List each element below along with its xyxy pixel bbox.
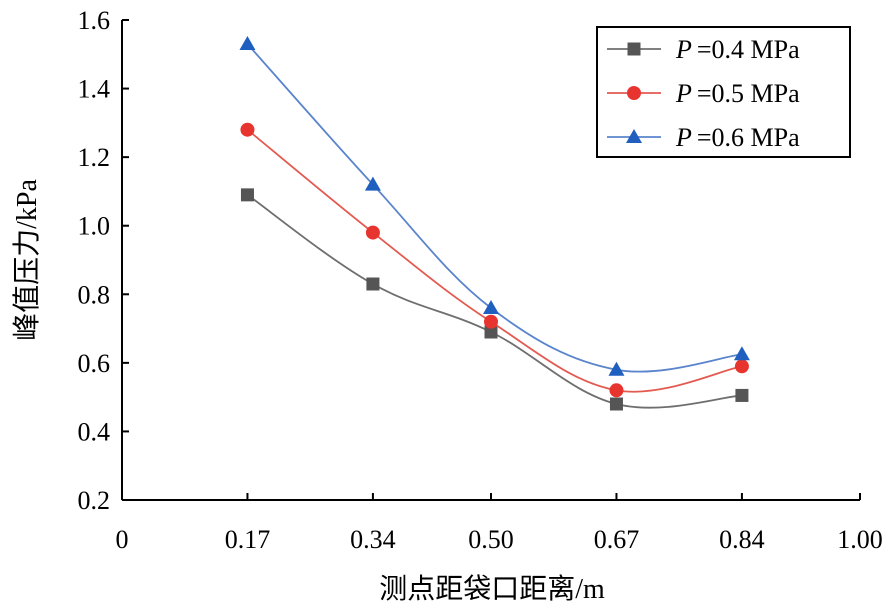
series-3 <box>239 36 750 376</box>
data-point <box>240 188 254 202</box>
y-tick-label: 1.6 <box>78 6 111 35</box>
legend-marker <box>627 42 641 56</box>
y-tick-label: 0.4 <box>78 417 111 446</box>
series-line <box>246 194 742 409</box>
tick-labels: 0.2 0.4 0.6 0.8 1.0 1.2 1.4 1.6 0 0.17 0.34 0.50 0.6… <box>78 6 883 554</box>
y-tick-label: 1.2 <box>78 143 111 172</box>
series-line <box>246 129 743 393</box>
data-point <box>366 277 380 291</box>
y-tick-label: 1.0 <box>78 212 111 241</box>
y-tick-label: 0.6 <box>78 349 111 378</box>
series-2 <box>240 122 749 398</box>
data-point <box>734 359 749 374</box>
x-tick-label: 0.67 <box>594 525 640 554</box>
x-axis-title: 测点距袋口距离/m <box>379 573 605 605</box>
y-tick-label: 0.2 <box>78 486 111 515</box>
legend-label: P =0.4 MPa <box>675 35 800 64</box>
x-tick-label: 0 <box>116 525 129 554</box>
data-point <box>240 122 255 137</box>
y-tick-label: 1.4 <box>78 75 111 104</box>
data-point <box>609 397 623 411</box>
axes <box>121 19 861 501</box>
data-point <box>483 300 499 314</box>
data-point <box>484 325 498 339</box>
legend-marker <box>626 129 642 143</box>
y-tick-label: 0.8 <box>78 280 111 309</box>
data-point <box>484 314 498 329</box>
data-point <box>735 388 749 402</box>
legend-label: P =0.5 MPa <box>675 79 800 108</box>
data-point <box>239 36 256 50</box>
x-tick-label: 0.84 <box>719 525 765 554</box>
x-tick-label: 0.34 <box>350 525 396 554</box>
x-tick-label: 1.00 <box>837 525 883 554</box>
legend: P =0.4 MPa P =0.5 MPa P =0.6 MPa <box>596 26 851 158</box>
x-tick-label: 0.50 <box>468 525 514 554</box>
x-tick-label: 0.17 <box>225 525 271 554</box>
data-point <box>365 225 380 240</box>
legend-label: P =0.6 MPa <box>675 123 800 152</box>
data-point <box>609 383 624 398</box>
legend-marker <box>627 86 641 100</box>
series-line <box>246 43 743 373</box>
series-layer <box>239 36 750 411</box>
data-point <box>733 346 750 361</box>
data-point <box>364 176 381 191</box>
series-1 <box>240 188 749 411</box>
data-point <box>608 361 625 376</box>
y-axis-title: 峰值压力/kPa <box>11 179 43 341</box>
